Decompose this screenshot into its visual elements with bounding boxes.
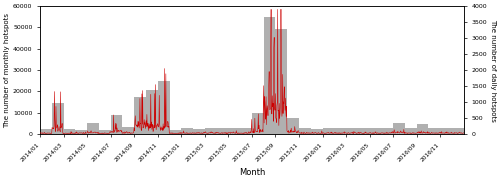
Bar: [452, 128, 464, 134]
Bar: [416, 124, 428, 134]
X-axis label: Month: Month: [239, 168, 265, 177]
Bar: [311, 129, 322, 134]
Bar: [334, 128, 346, 134]
Bar: [287, 118, 299, 134]
Bar: [346, 128, 358, 134]
Y-axis label: The number of monthly hotspots: The number of monthly hotspots: [4, 12, 10, 128]
Bar: [110, 115, 122, 134]
Bar: [122, 127, 134, 134]
Bar: [370, 128, 382, 134]
Bar: [216, 128, 228, 134]
Bar: [182, 128, 193, 134]
Bar: [99, 130, 110, 134]
Bar: [428, 128, 440, 134]
Y-axis label: The number of daily hotspots: The number of daily hotspots: [490, 19, 496, 121]
Bar: [52, 103, 64, 134]
Bar: [76, 130, 87, 134]
Bar: [393, 123, 405, 134]
Bar: [134, 97, 146, 134]
Bar: [228, 128, 240, 134]
Bar: [158, 81, 170, 134]
Bar: [40, 129, 52, 134]
Bar: [405, 128, 416, 134]
Bar: [146, 90, 158, 134]
Bar: [440, 128, 452, 134]
Bar: [240, 128, 252, 134]
Bar: [252, 113, 264, 134]
Bar: [205, 128, 216, 134]
Bar: [170, 130, 181, 134]
Bar: [264, 17, 276, 134]
Bar: [64, 129, 76, 134]
Bar: [87, 123, 99, 134]
Bar: [358, 128, 370, 134]
Bar: [322, 128, 334, 134]
Bar: [276, 29, 287, 134]
Bar: [193, 129, 205, 134]
Bar: [299, 128, 311, 134]
Bar: [382, 128, 393, 134]
